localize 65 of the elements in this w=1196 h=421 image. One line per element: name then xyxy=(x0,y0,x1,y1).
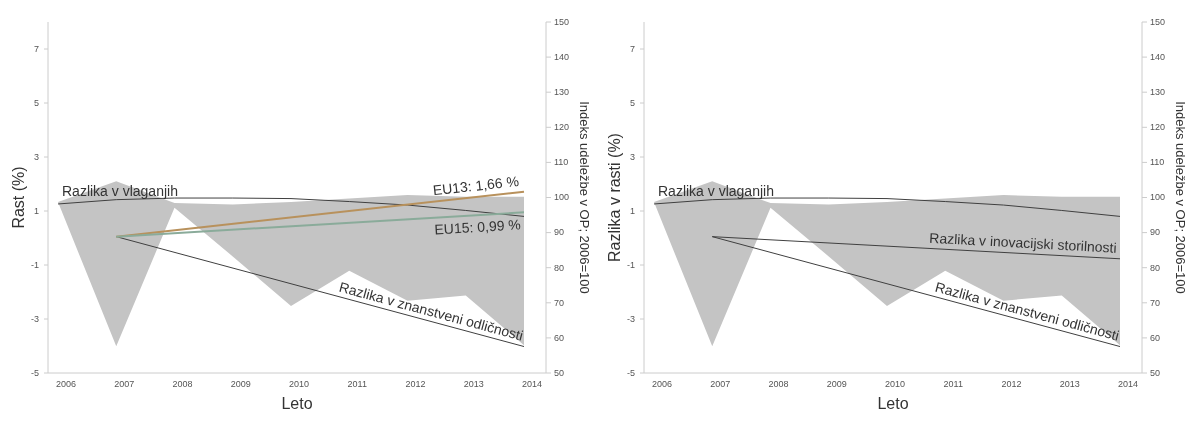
y-tick-label: 3 xyxy=(33,151,39,162)
x-tick-label: 2010 xyxy=(884,379,906,389)
y2-tick-label: 150 xyxy=(1150,16,1166,27)
y2-axis-title: Indeks udeležbe v OP; 2006=100 xyxy=(1173,101,1188,294)
y-tick-label: -3 xyxy=(626,313,635,324)
y2-tick-label: 110 xyxy=(1150,157,1165,168)
x-tick-label: 2006 xyxy=(651,379,673,389)
x-tick-label: 2008 xyxy=(768,379,789,389)
series-label: Razlika v vlaganjih xyxy=(658,182,774,199)
y-tick-label: -5 xyxy=(626,367,635,378)
y2-tick-label: 60 xyxy=(1150,332,1161,343)
series-label: EU15: 0,99 % xyxy=(434,216,522,238)
y-tick-label: 1 xyxy=(33,205,39,216)
y-tick-label: -5 xyxy=(30,367,39,378)
x-tick-label: 2007 xyxy=(710,379,731,389)
y2-tick-label: 140 xyxy=(1150,51,1166,62)
x-tick-label: 2013 xyxy=(1059,379,1080,389)
x-tick-label: 2010 xyxy=(288,379,310,389)
x-tick-label: 2011 xyxy=(943,379,963,389)
y2-tick-label: 110 xyxy=(554,157,569,168)
y2-tick-label: 90 xyxy=(1150,227,1161,238)
y-axis-title: Rast (%) xyxy=(10,166,27,229)
y-tick-label: 5 xyxy=(629,97,635,108)
y2-tick-label: 50 xyxy=(1150,367,1161,378)
y-tick-label: 3 xyxy=(629,151,635,162)
y2-tick-label: 130 xyxy=(554,87,570,98)
y2-tick-label: 140 xyxy=(554,51,570,62)
x-tick-label: 2007 xyxy=(114,379,135,389)
y2-tick-label: 120 xyxy=(554,122,570,133)
x-tick-label: 2014 xyxy=(521,379,543,389)
y-axis-title: Razlika v rasti (%) xyxy=(606,133,623,262)
x-axis-title: Leto xyxy=(281,395,313,412)
y2-tick-label: 80 xyxy=(554,262,565,273)
x-tick-label: 2011 xyxy=(347,379,367,389)
series-label: Razlika v inovacijski storilnosti xyxy=(928,229,1118,256)
y-tick-label: 5 xyxy=(33,97,39,108)
y-tick-label: -1 xyxy=(30,259,39,270)
y-tick-label: 7 xyxy=(33,43,39,54)
y2-tick-label: 150 xyxy=(554,16,570,27)
y-tick-label: -3 xyxy=(30,313,39,324)
x-tick-label: 2014 xyxy=(1117,379,1139,389)
x-axis-title: Leto xyxy=(877,395,909,412)
x-tick-label: 2012 xyxy=(405,379,426,389)
y2-tick-label: 120 xyxy=(1150,122,1166,133)
y2-axis-title: Indeks udeležbe v OP; 2006=100 xyxy=(577,101,592,294)
series-label: Razlika v vlaganjih xyxy=(62,182,178,199)
y2-tick-label: 100 xyxy=(554,192,570,203)
y2-tick-label: 130 xyxy=(1150,87,1166,98)
x-tick-label: 2009 xyxy=(230,379,251,389)
text: EU13: 1,66 % xyxy=(432,172,520,199)
x-tick-label: 2006 xyxy=(55,379,77,389)
y-tick-label: 7 xyxy=(629,43,635,54)
y2-tick-label: 60 xyxy=(554,332,565,343)
y2-tick-label: 70 xyxy=(1150,297,1161,308)
x-tick-label: 2009 xyxy=(826,379,847,389)
y2-tick-label: 90 xyxy=(554,227,565,238)
y2-tick-label: 100 xyxy=(1150,192,1166,203)
x-tick-label: 2013 xyxy=(463,379,484,389)
y2-tick-label: 50 xyxy=(554,367,565,378)
y2-tick-label: 80 xyxy=(1150,262,1161,273)
y-tick-label: 1 xyxy=(629,205,635,216)
x-tick-label: 2008 xyxy=(172,379,193,389)
y2-tick-label: 70 xyxy=(554,297,565,308)
x-tick-label: 2012 xyxy=(1001,379,1022,389)
y-tick-label: -1 xyxy=(626,259,635,270)
